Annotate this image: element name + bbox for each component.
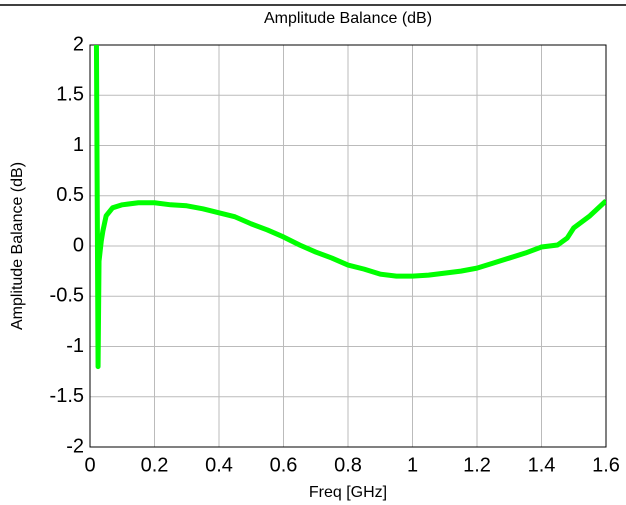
plot-frame — [89, 44, 607, 448]
x-tick-label: 0.2 — [141, 454, 169, 476]
x-axis-label: Freq [GHz] — [309, 484, 387, 501]
y-tick-label: 1.5 — [56, 84, 84, 106]
x-tick-label: 1.2 — [463, 454, 491, 476]
y-tick-label: -2 — [66, 435, 84, 457]
x-tick-label: 1 — [407, 454, 418, 476]
y-tick-label: -1 — [66, 335, 84, 357]
y-tick-label: 1 — [73, 134, 84, 156]
x-tick-label: 1.4 — [528, 454, 556, 476]
y-tick-label: -0.5 — [50, 285, 84, 307]
x-tick-label: 0.8 — [334, 454, 362, 476]
x-tick-label: 1.6 — [592, 454, 620, 476]
x-tick-label: 0.4 — [205, 454, 233, 476]
y-tick-label: 0 — [73, 234, 84, 256]
y-tick-label: 2 — [73, 33, 84, 55]
y-axis-label: Amplitude Balance (dB) — [9, 162, 26, 330]
chart-title: Amplitude Balance (dB) — [264, 10, 432, 27]
y-tick-label: 0.5 — [56, 184, 84, 206]
x-tick-label: 0 — [84, 454, 95, 476]
y-tick-label: -1.5 — [50, 385, 84, 407]
data-line — [93, 45, 606, 370]
x-tick-label: 0.6 — [270, 454, 298, 476]
